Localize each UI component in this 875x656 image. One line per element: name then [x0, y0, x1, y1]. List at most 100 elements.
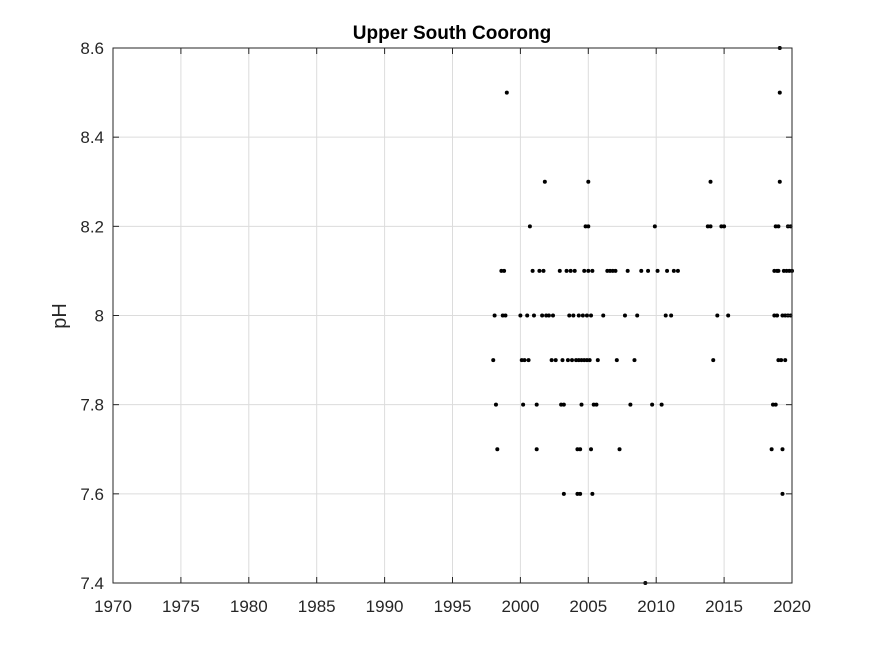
data-point: [671, 268, 676, 273]
data-point: [561, 402, 566, 407]
data-point: [567, 313, 572, 318]
data-point: [780, 491, 785, 496]
data-point: [542, 179, 547, 184]
data-point: [537, 268, 542, 273]
y-tick-label: 8: [95, 307, 104, 326]
data-point: [726, 313, 731, 318]
x-tick-label: 2015: [705, 597, 743, 616]
x-tick-label: 1975: [162, 597, 200, 616]
grid-lines: [112, 47, 793, 584]
data-point: [525, 313, 530, 318]
data-point: [561, 491, 566, 496]
data-point: [531, 313, 536, 318]
y-tick-label: 8.2: [80, 217, 104, 236]
data-point: [773, 402, 778, 407]
y-axis-title: pH: [49, 303, 71, 329]
data-point: [652, 224, 657, 229]
x-tick-label: 1985: [298, 597, 336, 616]
data-point: [780, 447, 785, 452]
data-point: [550, 313, 555, 318]
data-point: [776, 268, 781, 273]
data-point: [777, 179, 782, 184]
data-point: [502, 268, 507, 273]
data-point: [503, 313, 508, 318]
data-point: [534, 402, 539, 407]
data-point: [783, 358, 788, 363]
data-point: [549, 358, 554, 363]
x-tick-label: 2000: [501, 597, 539, 616]
data-point: [570, 358, 575, 363]
data-point: [521, 402, 526, 407]
data-point: [675, 268, 680, 273]
data-point: [663, 313, 668, 318]
data-point: [650, 402, 655, 407]
y-tick-label: 7.6: [80, 485, 104, 504]
axis-ticks: [112, 47, 793, 584]
data-point: [578, 491, 583, 496]
y-tick-label: 7.4: [80, 574, 104, 593]
y-tick-label: 7.8: [80, 396, 104, 415]
data-point: [708, 224, 713, 229]
data-point: [584, 313, 589, 318]
data-point: [568, 268, 573, 273]
data-point: [518, 313, 523, 318]
data-point: [586, 224, 591, 229]
data-point: [586, 179, 591, 184]
data-point: [557, 268, 562, 273]
data-point: [564, 268, 569, 273]
data-point: [776, 224, 781, 229]
data-point: [601, 313, 606, 318]
data-point: [622, 313, 627, 318]
data-point: [669, 313, 674, 318]
data-point: [613, 268, 618, 273]
data-point: [628, 402, 633, 407]
data-point: [775, 313, 780, 318]
data-point: [527, 224, 532, 229]
data-points: [491, 46, 794, 585]
data-point: [711, 358, 716, 363]
data-point: [665, 268, 670, 273]
data-point: [491, 358, 496, 363]
data-point: [625, 268, 630, 273]
data-point: [614, 358, 619, 363]
data-point: [586, 268, 591, 273]
data-point: [576, 313, 581, 318]
x-tick-label: 1970: [94, 597, 132, 616]
data-point: [580, 313, 585, 318]
data-point: [522, 358, 527, 363]
data-point: [617, 447, 622, 452]
data-point: [582, 268, 587, 273]
chart-title: Upper South Coorong: [353, 23, 551, 44]
y-tick-labels: 7.4 7.6 7.8 8 8.2 8.4 8.6: [80, 39, 104, 593]
x-tick-label: 2020: [773, 597, 811, 616]
data-point: [639, 268, 644, 273]
data-point: [722, 224, 727, 229]
data-point: [659, 402, 664, 407]
data-point: [553, 358, 558, 363]
data-point: [655, 268, 660, 273]
x-tick-label: 1995: [434, 597, 472, 616]
data-point: [589, 447, 594, 452]
data-point: [632, 358, 637, 363]
x-tick-label: 2005: [569, 597, 607, 616]
data-point: [541, 268, 546, 273]
x-tick-label: 1990: [366, 597, 404, 616]
data-point: [572, 268, 577, 273]
data-point: [777, 90, 782, 95]
data-point: [595, 358, 600, 363]
x-tick-label: 1980: [230, 597, 268, 616]
data-point: [594, 402, 599, 407]
data-point: [534, 447, 539, 452]
data-point: [646, 268, 651, 273]
data-point: [590, 491, 595, 496]
data-point: [779, 358, 784, 363]
data-point: [493, 402, 498, 407]
data-point: [526, 358, 531, 363]
y-tick-label: 8.4: [80, 128, 104, 147]
data-point: [715, 313, 720, 318]
data-point: [635, 313, 640, 318]
data-point: [769, 447, 774, 452]
data-point: [546, 313, 551, 318]
data-point: [504, 90, 509, 95]
